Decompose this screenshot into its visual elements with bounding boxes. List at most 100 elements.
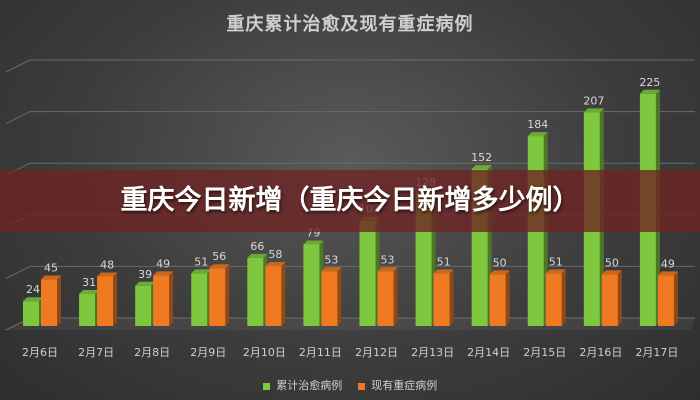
gridline-depth [5,265,31,279]
bar-cured [191,273,208,326]
legend-swatch-cured [262,382,270,390]
legend-item-severe: 现有重症病例 [357,377,438,393]
bar-top [153,271,174,276]
bar-severe [545,273,562,326]
x-tick-label: 2月11日 [299,346,342,359]
bar-top [433,269,454,274]
bar-top [23,297,43,302]
bar-severe [153,275,170,326]
data-label: 48 [100,258,114,271]
data-label: 66 [250,240,264,253]
data-label: 184 [527,118,548,131]
x-tick-label: 2月12日 [355,346,398,359]
data-label: 51 [437,255,451,268]
data-label: 24 [26,283,40,296]
x-tick-label: 2月8日 [134,346,170,359]
data-label: 49 [661,257,675,270]
bar-severe [377,271,394,326]
bar-severe [489,274,506,326]
x-tick-label: 2月16日 [579,346,622,359]
bar-severe [433,273,450,326]
bar-top [247,253,268,258]
bar-top [657,271,678,276]
bar-side [673,271,678,326]
x-tick-label: 2月17日 [635,346,678,359]
bar-top [303,240,324,245]
bar-side [225,264,230,326]
bar-side [113,272,118,326]
data-label: 53 [381,253,395,266]
bar-side [281,262,286,326]
gridline-depth [5,111,31,125]
bar-top [191,269,212,274]
data-label: 31 [82,276,96,289]
bar-cured [247,257,264,326]
bar-cured [135,285,152,326]
data-label: 49 [156,257,170,270]
bar-severe [97,276,114,326]
data-label: 207 [583,94,604,107]
bar-severe [209,268,226,326]
legend-item-cured: 累计治愈病例 [262,377,343,393]
x-tick-label: 2月9日 [190,346,226,359]
data-label: 53 [324,253,338,266]
data-label: 56 [212,250,226,263]
bar-side [169,271,174,326]
bar-cured [23,301,39,326]
bar-cured [359,220,376,326]
data-label: 152 [471,151,492,164]
data-label: 58 [268,248,282,261]
bar-top [377,267,398,272]
data-label: 39 [138,268,152,281]
bar-severe [265,266,282,326]
bar-severe [41,279,57,326]
data-label: 225 [639,76,660,89]
bar-cured [79,294,96,326]
data-label: 51 [549,255,563,268]
x-tick-label: 2月10日 [243,346,286,359]
bar-side [393,267,398,326]
bar-top [471,165,492,170]
chart-floor [6,318,695,330]
x-tick-label: 2月15日 [523,346,566,359]
bar-top [639,89,660,94]
x-tick-label: 2月7日 [78,346,114,359]
bar-top [545,269,566,274]
x-tick-label: 2月14日 [467,346,510,359]
bar-top [209,264,230,269]
bar-side [617,270,622,326]
bar-top [583,108,604,113]
overlay-banner: 重庆今日新增（重庆今日新增多少例） [0,170,700,232]
bar-top [601,270,622,275]
legend-label-cured: 累计治愈病例 [276,379,343,392]
bar-top [265,262,286,267]
bar-top [79,290,100,295]
legend-swatch-severe [357,382,365,390]
bar-cured [303,244,320,326]
data-label: 51 [194,255,208,268]
bar-top [321,267,342,272]
x-tick-label: 2月13日 [411,346,454,359]
bar-severe [321,271,338,326]
data-label: 45 [44,262,58,275]
bar-top [489,270,510,275]
bar-top [135,281,156,286]
bar-severe [601,274,618,326]
data-label: 50 [605,256,619,269]
bar-top [527,132,548,137]
bar-side [449,269,454,326]
bar-top [41,275,61,280]
bar-side [337,267,342,326]
bar-severe [657,275,674,326]
legend: 累计治愈病例 现有重症病例 [0,377,700,393]
bar-side [505,270,510,326]
bar-top [97,272,118,277]
bar-side [561,269,566,326]
data-label: 50 [493,256,507,269]
chart-title: 重庆累计治愈及现有重症病例 [226,14,474,35]
legend-label-severe: 现有重症病例 [371,379,438,392]
banner-text: 重庆今日新增（重庆今日新增多少例） [120,185,580,216]
gridline-depth [5,59,31,73]
x-tick-label: 2月6日 [22,346,58,359]
